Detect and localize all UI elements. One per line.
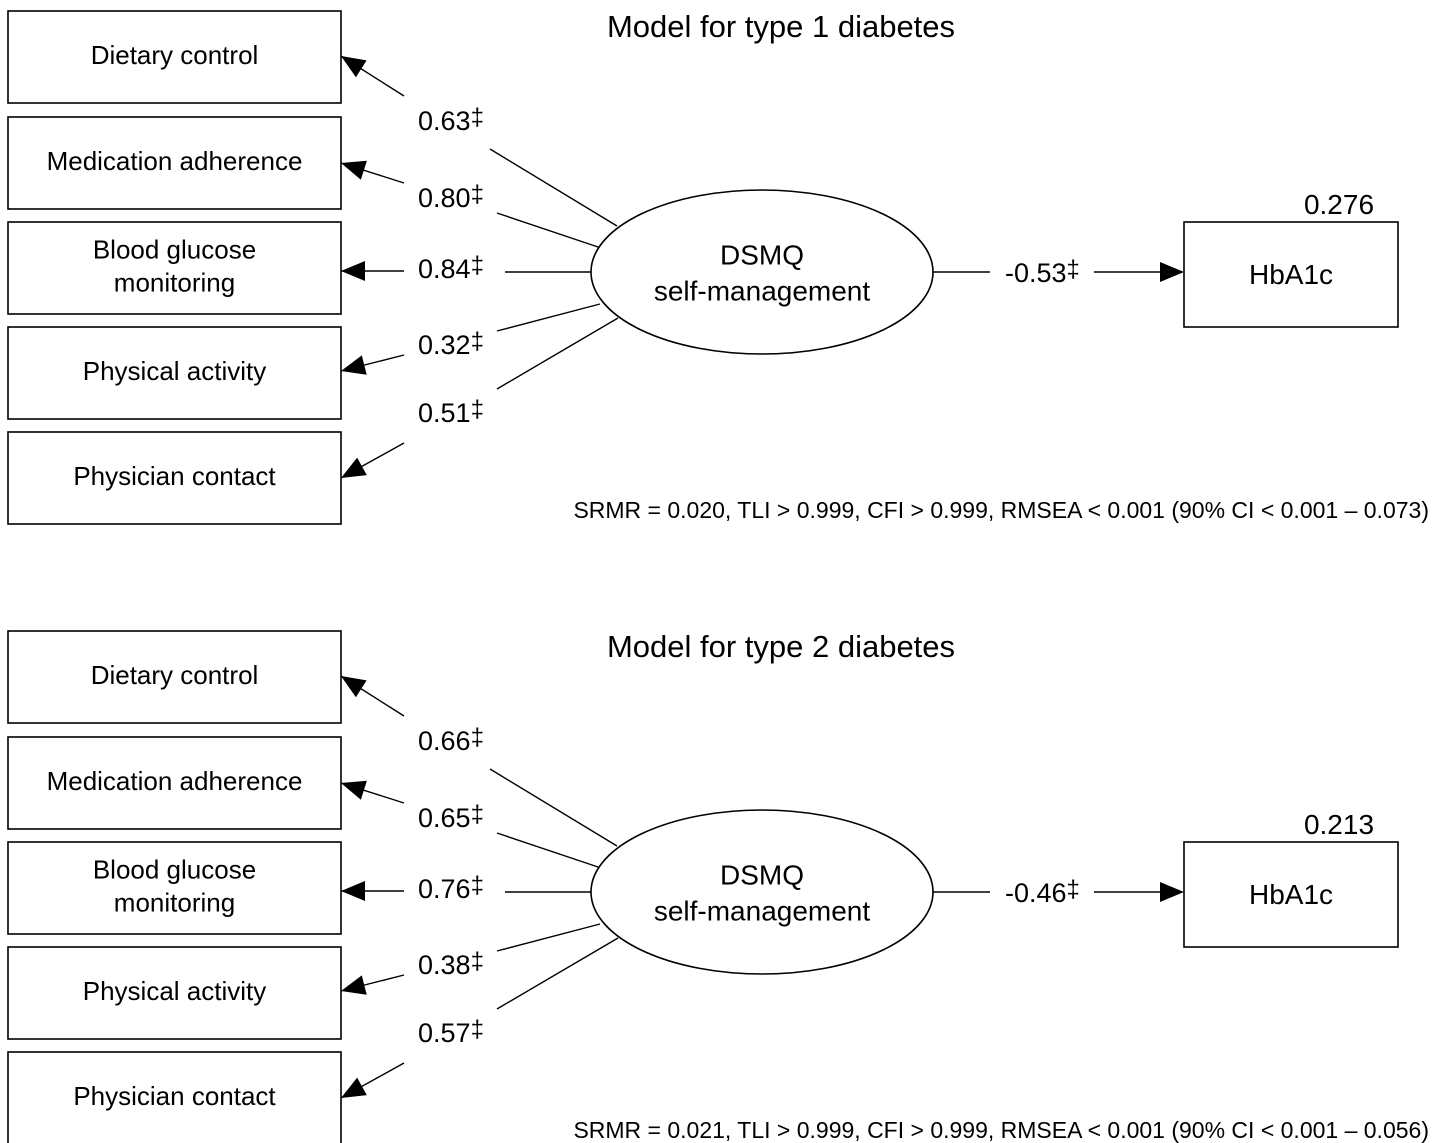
indicator-box xyxy=(7,10,342,104)
loading-spoke xyxy=(496,212,602,249)
arrowhead xyxy=(341,355,367,375)
loading-value: 0.80‡ xyxy=(418,181,484,213)
loading-value: 0.57‡ xyxy=(418,1016,484,1048)
indicator-label: monitoring xyxy=(114,267,235,297)
indicator-label: Physician contact xyxy=(73,461,276,491)
fit-statistics: SRMR = 0.020, TLI > 0.999, CFI > 0.999, … xyxy=(573,497,1429,523)
outcome-box xyxy=(1183,221,1399,328)
indicator-box xyxy=(7,1051,342,1143)
latent-label: self-management xyxy=(654,895,871,926)
arrowhead xyxy=(1160,262,1184,282)
loading-value: 0.76‡ xyxy=(418,872,484,904)
indicator-box xyxy=(7,736,342,830)
fit-statistics: SRMR = 0.021, TLI > 0.999, CFI > 0.999, … xyxy=(573,1117,1429,1143)
latent-label: DSMQ xyxy=(720,859,804,890)
loading-value: 0.51‡ xyxy=(418,396,484,428)
loading-spoke xyxy=(489,148,618,227)
loading-value: 0.32‡ xyxy=(418,328,484,360)
model-1: Model for type 1 diabetes Dietary control… xyxy=(7,9,1429,525)
loading-value: 0.38‡ xyxy=(418,948,484,980)
arrowhead xyxy=(341,56,367,78)
outcome-label: HbA1c xyxy=(1249,879,1333,910)
loading-spoke xyxy=(496,317,619,390)
indicator-box xyxy=(7,630,342,724)
arrowhead xyxy=(341,676,367,698)
indicator-label: Dietary control xyxy=(91,40,259,70)
indicator-box xyxy=(7,326,342,420)
indicator-box xyxy=(7,221,342,315)
arrowhead xyxy=(341,261,365,281)
model-title: Model for type 1 diabetes xyxy=(607,9,955,44)
arrowhead xyxy=(341,881,365,901)
outcome-box xyxy=(1183,841,1399,948)
loading-value: 0.84‡ xyxy=(418,252,484,284)
loading-spoke xyxy=(489,768,618,847)
r-squared: 0.276 xyxy=(1304,189,1374,220)
path-coefficient: -0.53‡ xyxy=(1005,256,1080,288)
latent-ellipse xyxy=(590,189,934,355)
r-squared: 0.213 xyxy=(1304,809,1374,840)
indicator-label: Medication adherence xyxy=(47,146,303,176)
loading-value: 0.63‡ xyxy=(418,104,484,136)
loading-spoke xyxy=(496,937,619,1010)
latent-label: self-management xyxy=(654,275,871,306)
indicator-label: Physical activity xyxy=(83,976,267,1006)
indicator-label: Blood glucose xyxy=(93,234,256,264)
indicator-label: monitoring xyxy=(114,887,235,917)
indicator-box xyxy=(7,841,342,935)
loading-spoke xyxy=(496,303,601,332)
indicator-box xyxy=(7,946,342,1040)
arrowhead xyxy=(341,975,367,995)
arrowhead xyxy=(341,160,367,180)
arrowhead xyxy=(1160,882,1184,902)
path-coefficient: -0.46‡ xyxy=(1005,876,1080,908)
indicator-label: Blood glucose xyxy=(93,854,256,884)
indicator-label: Physical activity xyxy=(83,356,267,386)
indicator-label: Physician contact xyxy=(73,1081,276,1111)
latent-ellipse xyxy=(590,809,934,975)
model-title: Model for type 2 diabetes xyxy=(607,629,955,664)
loading-spoke xyxy=(496,923,601,952)
latent-label: DSMQ xyxy=(720,239,804,270)
loading-value: 0.66‡ xyxy=(418,724,484,756)
outcome-label: HbA1c xyxy=(1249,259,1333,290)
arrowhead xyxy=(341,780,367,800)
indicator-box xyxy=(7,431,342,525)
indicator-label: Dietary control xyxy=(91,660,259,690)
model-2: Model for type 2 diabetes Dietary control… xyxy=(7,629,1429,1143)
indicator-box xyxy=(7,116,342,210)
loading-value: 0.65‡ xyxy=(418,801,484,833)
loading-spoke xyxy=(496,832,602,869)
arrowhead xyxy=(341,1077,367,1098)
arrowhead xyxy=(341,457,367,478)
indicator-label: Medication adherence xyxy=(47,766,303,796)
